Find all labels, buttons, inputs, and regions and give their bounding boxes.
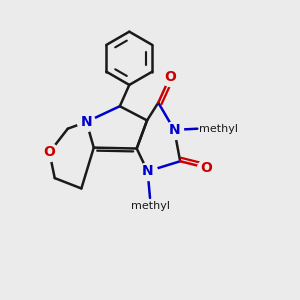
Text: N: N xyxy=(81,115,92,129)
Text: N: N xyxy=(168,123,180,137)
Text: methyl: methyl xyxy=(130,201,170,211)
Text: N: N xyxy=(142,164,153,178)
Text: O: O xyxy=(44,146,56,159)
Text: O: O xyxy=(200,161,212,175)
Text: methyl: methyl xyxy=(199,124,238,134)
Text: O: O xyxy=(164,70,176,84)
